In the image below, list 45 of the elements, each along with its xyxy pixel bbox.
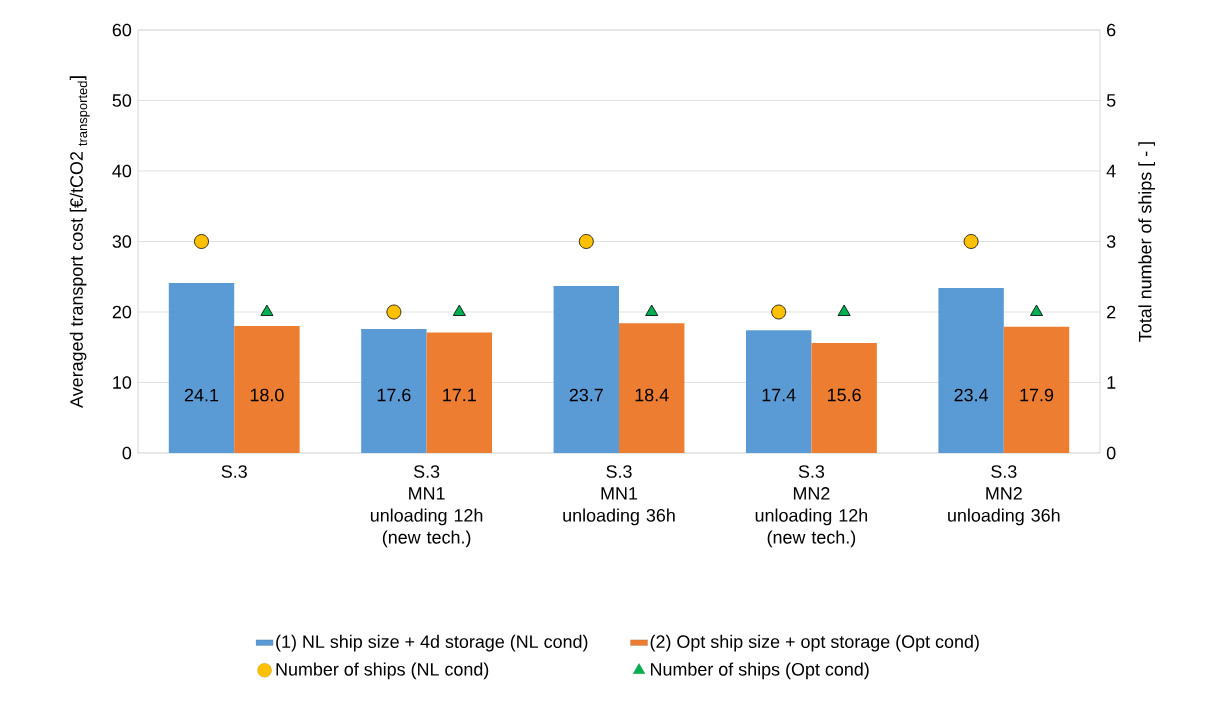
data-label: 23.7: [569, 388, 603, 402]
bar: [361, 328, 427, 453]
data-label: 15.6: [828, 388, 861, 402]
data-label: 17.4: [762, 388, 796, 402]
y2-tick-label: 4: [1106, 164, 1116, 178]
x-tick-label: S.3 MN1 unloading 12h (new tech.): [370, 465, 483, 548]
bar: [745, 330, 812, 453]
y-tick-label: 50: [112, 94, 132, 107]
data-label: 17.1: [443, 388, 476, 402]
y-tick-label: 10: [113, 376, 132, 389]
data-label: 17.9: [1020, 388, 1054, 402]
x-tick-label: S.3: [221, 465, 247, 478]
bar: [1003, 326, 1070, 453]
y-axis-title: $\mbox{Averaged transport cost [€/tCO2 }_{\mbox{\fontsize{13}{13}\selectfont transported}}\mbox{]}$: [69, 76, 90, 408]
x-tick-label: S.3 MN2 unloading 36h: [948, 465, 1060, 526]
data-label: 17.6: [377, 388, 411, 402]
bar: [619, 323, 685, 453]
bar: [234, 326, 300, 453]
y2-axis-title: Total number of ships [ - ]: [1138, 142, 1156, 342]
bar: [426, 332, 493, 453]
legend-label: (1) NL ship size + 4d storage (NL cond): [276, 634, 588, 652]
data-label: 24.1: [184, 388, 219, 402]
y2-tick-label: 0: [1106, 446, 1116, 460]
bar: [811, 343, 877, 453]
y2-tick-label: 2: [1107, 305, 1116, 319]
y-tick-label: 0: [122, 446, 132, 460]
x-tick-label: S.3 MN1 unloading 36h: [563, 465, 675, 526]
bar: [938, 288, 1004, 453]
y2-tick-label: 3: [1106, 235, 1116, 248]
y2-tick-label: 6: [1107, 23, 1116, 37]
x-tick-label: S.3 MN2 unloading 12h (new tech.): [755, 465, 868, 548]
data-label: 18.0: [250, 388, 284, 402]
y-tick-label: 20: [112, 305, 132, 319]
y-tick-label: 40: [112, 164, 132, 178]
y2-tick-label: 1: [1107, 376, 1116, 389]
legend-label: Number of ships (NL cond): [276, 662, 489, 680]
legend-label: (2) Opt ship size + opt storage (Opt cond): [650, 634, 979, 652]
bar: [553, 285, 619, 453]
y-tick-label: 60: [112, 23, 132, 37]
bar: [168, 283, 235, 453]
data-label: 23.4: [954, 388, 989, 402]
data-label: 18.4: [635, 388, 669, 402]
y-tick-label: 30: [112, 235, 132, 248]
y2-tick-label: 5: [1106, 94, 1116, 107]
legend-label: Number of ships (Opt cond): [651, 662, 869, 680]
